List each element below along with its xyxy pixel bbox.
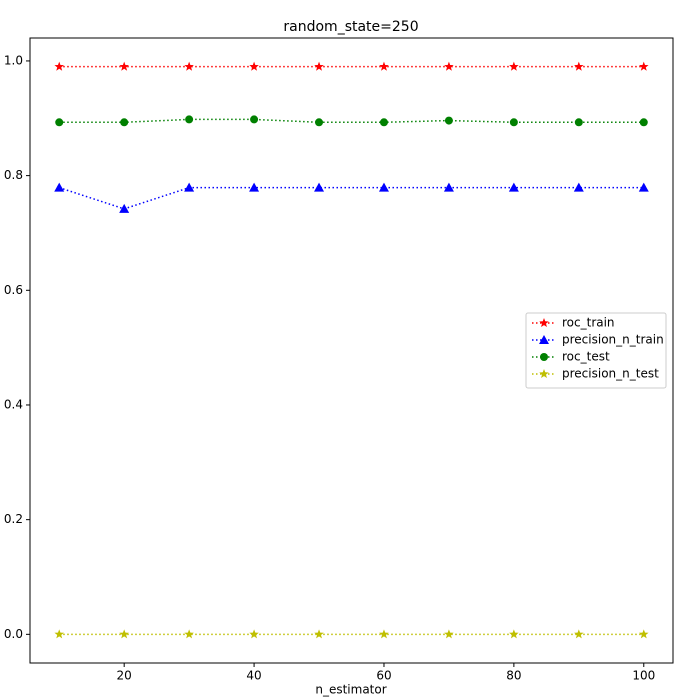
series-marker	[184, 182, 195, 192]
series-marker	[314, 61, 324, 71]
series-marker	[119, 629, 129, 639]
series-marker	[184, 629, 194, 639]
series-marker	[574, 61, 584, 71]
series-marker	[315, 118, 324, 127]
y-tick-label: 0.4	[4, 397, 23, 411]
series-marker	[444, 629, 454, 639]
series-marker	[55, 118, 64, 127]
series-marker	[509, 61, 519, 71]
series-line	[59, 118, 644, 124]
y-tick-label: 0.6	[4, 283, 23, 297]
series-marker	[249, 182, 260, 192]
series-marker	[249, 629, 259, 639]
x-tick-label: 20	[117, 669, 132, 683]
legend-label: precision_n_train	[562, 333, 664, 347]
series-marker	[443, 182, 454, 192]
legend-label: roc_train	[562, 316, 615, 330]
series-marker	[379, 61, 389, 71]
y-tick-label: 0.2	[4, 512, 23, 526]
x-tick-label: 100	[632, 669, 655, 683]
series-marker	[314, 182, 325, 192]
legend-label: precision_n_test	[562, 367, 659, 381]
plot-frame	[29, 37, 674, 664]
x-tick-label: 60	[376, 669, 391, 683]
x-tick-label: 40	[246, 669, 261, 683]
y-tick-label: 0.0	[4, 627, 23, 641]
y-tick-label: 1.0	[4, 53, 23, 67]
series-marker	[119, 61, 129, 71]
series-marker	[444, 116, 453, 125]
series-marker	[378, 182, 389, 192]
series-marker	[638, 182, 649, 192]
series-marker	[574, 629, 584, 639]
legend-marker	[539, 335, 549, 344]
legend-marker	[540, 353, 548, 361]
series-marker	[379, 629, 389, 639]
chart-title: random_state=250	[283, 19, 418, 35]
series-marker	[573, 182, 584, 192]
legend-label: roc_test	[562, 350, 610, 364]
series-marker	[119, 203, 130, 213]
series-marker	[574, 118, 583, 127]
series-marker	[120, 118, 129, 127]
series-marker	[639, 61, 649, 71]
series-marker	[639, 629, 649, 639]
series-marker	[639, 118, 648, 127]
series-marker	[379, 118, 388, 127]
x-tick-label: 80	[506, 669, 521, 683]
series-marker	[249, 61, 259, 71]
legend-marker	[539, 318, 549, 328]
x-axis-label: n_estimator	[315, 683, 386, 697]
series-marker	[250, 115, 259, 124]
legend-marker	[539, 369, 549, 379]
series-marker	[54, 61, 64, 71]
y-tick-label: 0.8	[4, 168, 23, 182]
series-marker	[444, 61, 454, 71]
series-marker	[54, 629, 64, 639]
series-marker	[509, 629, 519, 639]
series-marker	[508, 182, 519, 192]
series-marker	[185, 115, 194, 124]
series-marker	[509, 118, 518, 127]
legend-box	[525, 312, 667, 389]
series-marker	[184, 61, 194, 71]
series-marker	[314, 629, 324, 639]
series-marker	[54, 182, 65, 192]
